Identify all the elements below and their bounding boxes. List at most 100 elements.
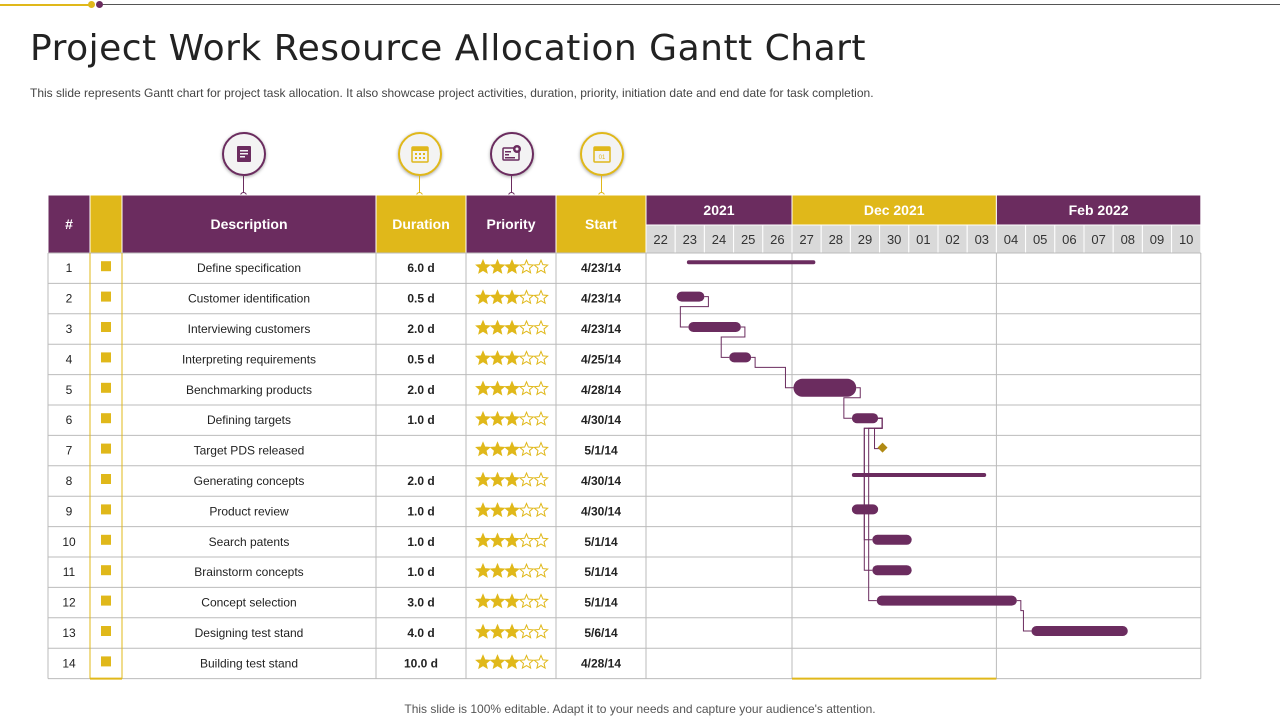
day-header: 10 bbox=[1179, 232, 1193, 247]
page-title: Project Work Resource Allocation Gantt C… bbox=[30, 28, 867, 69]
row-num: 8 bbox=[66, 474, 73, 488]
star-filled-icon bbox=[475, 623, 491, 639]
star-empty-icon bbox=[533, 471, 549, 487]
row-start: 5/1/14 bbox=[584, 444, 618, 458]
row-start: 4/23/14 bbox=[581, 322, 621, 336]
star-filled-icon bbox=[475, 410, 491, 426]
star-filled-icon bbox=[504, 289, 520, 305]
star-filled-icon bbox=[489, 319, 506, 335]
star-filled-icon bbox=[489, 532, 506, 548]
month-header: 2021 bbox=[703, 202, 734, 218]
row-num: 5 bbox=[66, 383, 73, 397]
top-accent-line bbox=[0, 1, 1280, 8]
day-header: 09 bbox=[1150, 232, 1164, 247]
day-header: 25 bbox=[741, 232, 755, 247]
dashboard-settings-icon bbox=[490, 132, 534, 176]
star-empty-icon bbox=[533, 258, 549, 274]
row-marker bbox=[101, 322, 111, 332]
row-description: Brainstorm concepts bbox=[194, 565, 303, 579]
day-header: 22 bbox=[653, 232, 667, 247]
row-description: Generating concepts bbox=[194, 474, 305, 488]
star-filled-icon bbox=[504, 258, 520, 274]
row-marker bbox=[101, 534, 111, 545]
star-empty-icon bbox=[518, 258, 535, 274]
day-header: 24 bbox=[712, 232, 726, 247]
dependency-connector bbox=[679, 296, 709, 328]
row-num: 10 bbox=[62, 535, 76, 549]
row-num: 11 bbox=[63, 565, 76, 579]
day-header-bg bbox=[1171, 224, 1202, 254]
star-empty-icon bbox=[518, 562, 535, 578]
row-marker bbox=[101, 382, 111, 393]
header-priority: Priority bbox=[486, 216, 535, 232]
row-duration: 0.5 d bbox=[407, 292, 434, 306]
calendar-01-icon: 01 bbox=[580, 132, 624, 176]
row-start: 5/1/14 bbox=[584, 535, 618, 549]
header-start-bg bbox=[555, 194, 647, 254]
row-start: 4/28/14 bbox=[581, 383, 621, 397]
header-duration: Duration bbox=[392, 216, 450, 232]
gantt-bar bbox=[876, 595, 1017, 606]
star-empty-icon bbox=[533, 623, 549, 639]
row-description: Target PDS released bbox=[194, 444, 305, 458]
dependency-connector bbox=[720, 326, 746, 358]
row-description: Interpreting requirements bbox=[182, 352, 316, 366]
row-description: Product review bbox=[209, 504, 289, 518]
star-empty-icon bbox=[518, 441, 535, 457]
day-header-bg bbox=[674, 224, 705, 254]
month-header-bg bbox=[791, 194, 997, 226]
star-filled-icon bbox=[504, 319, 520, 335]
star-filled-icon bbox=[489, 350, 506, 366]
row-start: 4/25/14 bbox=[581, 352, 621, 366]
month-header: Feb 2022 bbox=[1069, 202, 1129, 218]
gantt-bar bbox=[686, 260, 816, 265]
star-filled-icon bbox=[489, 654, 506, 670]
star-filled-icon bbox=[504, 623, 520, 639]
row-marker bbox=[101, 504, 111, 515]
row-marker bbox=[101, 291, 111, 302]
star-empty-icon bbox=[533, 380, 549, 396]
star-empty-icon bbox=[533, 532, 549, 548]
row-marker bbox=[101, 595, 111, 606]
milestone-diamond bbox=[877, 442, 888, 453]
day-header: 02 bbox=[945, 232, 959, 247]
day-header: 23 bbox=[683, 232, 697, 247]
row-num: 12 bbox=[62, 596, 76, 610]
row-duration: 1.0 d bbox=[407, 565, 434, 579]
row-marker bbox=[101, 565, 111, 576]
row-duration: 2.0 d bbox=[407, 383, 434, 397]
day-header-bg bbox=[1112, 224, 1143, 254]
row-description: Concept selection bbox=[201, 596, 296, 610]
star-empty-icon bbox=[518, 502, 535, 518]
month-header-bg bbox=[645, 194, 793, 226]
star-filled-icon bbox=[489, 623, 506, 639]
star-filled-icon bbox=[475, 532, 491, 548]
star-empty-icon bbox=[533, 289, 549, 305]
star-empty-icon bbox=[518, 350, 535, 366]
row-marker bbox=[101, 413, 111, 424]
star-filled-icon bbox=[504, 502, 520, 518]
star-filled-icon bbox=[475, 654, 491, 670]
star-filled-icon bbox=[504, 380, 520, 396]
day-header-bg bbox=[1054, 224, 1085, 254]
day-header: 08 bbox=[1121, 232, 1135, 247]
star-filled-icon bbox=[504, 562, 520, 578]
row-duration: 4.0 d bbox=[407, 626, 434, 640]
row-num: 14 bbox=[62, 656, 76, 670]
row-num: 3 bbox=[66, 322, 73, 336]
star-empty-icon bbox=[533, 502, 549, 518]
star-filled-icon bbox=[489, 562, 506, 578]
day-header: 06 bbox=[1062, 232, 1076, 247]
header-start: Start bbox=[585, 216, 617, 232]
row-duration: 1.0 d bbox=[407, 535, 434, 549]
row-start: 4/30/14 bbox=[581, 504, 621, 518]
gantt-bar bbox=[851, 473, 987, 477]
star-filled-icon bbox=[504, 654, 520, 670]
row-start: 4/28/14 bbox=[581, 656, 621, 670]
star-filled-icon bbox=[475, 380, 491, 396]
star-empty-icon bbox=[518, 319, 535, 335]
day-header: 29 bbox=[858, 232, 872, 247]
star-empty-icon bbox=[518, 593, 535, 609]
gantt-bar bbox=[851, 413, 879, 424]
row-duration: 1.0 d bbox=[407, 504, 434, 518]
